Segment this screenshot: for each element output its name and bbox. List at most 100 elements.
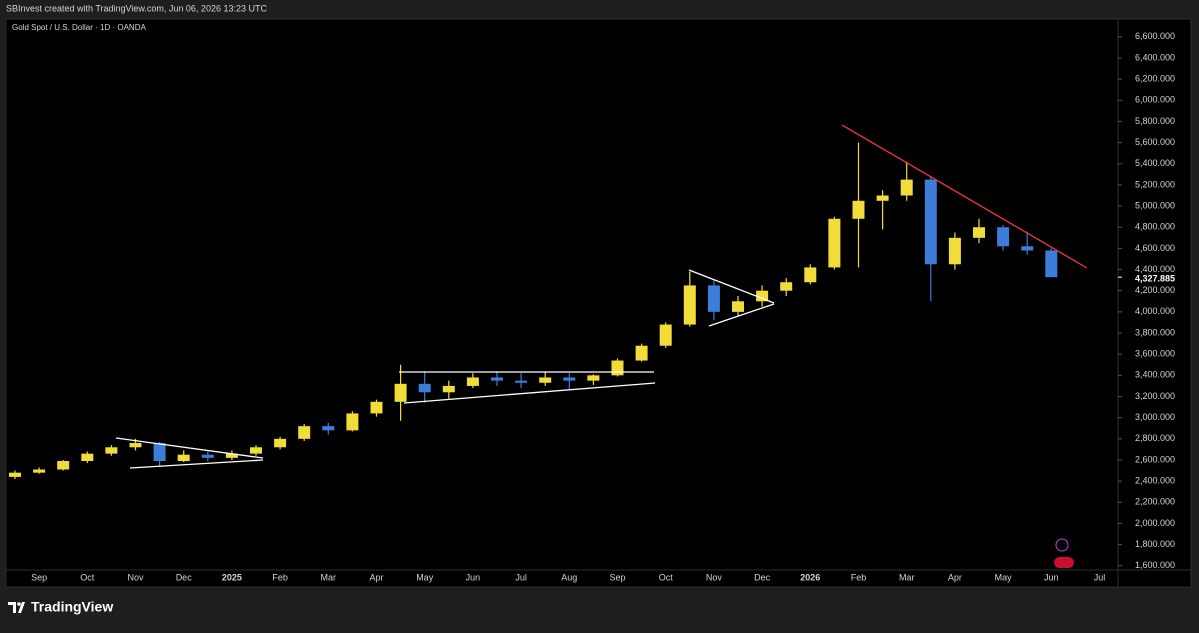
candle-body bbox=[129, 443, 142, 448]
candle-body bbox=[948, 237, 961, 265]
candle-body bbox=[659, 324, 672, 346]
x-tick-label: May bbox=[995, 572, 1013, 582]
candle-body bbox=[804, 267, 817, 283]
y-tick-label: 3,000.000 bbox=[1135, 412, 1175, 422]
x-tick-label: Jul bbox=[515, 572, 527, 582]
candle-body bbox=[225, 453, 238, 458]
plot: 1,600.000 1,800.000 2,000.000 2,200.000 2,40… bbox=[9, 31, 1175, 582]
x-tick-label: Nov bbox=[706, 572, 723, 582]
y-tick-label: 3,600.000 bbox=[1135, 349, 1175, 359]
candle-body bbox=[1045, 250, 1058, 278]
candle-body bbox=[852, 200, 865, 219]
trend-line bbox=[403, 382, 656, 404]
candle-body bbox=[274, 438, 287, 448]
y-tick-label: 3,800.000 bbox=[1135, 327, 1175, 337]
candle-body bbox=[515, 380, 528, 383]
y-tick-label: 4,200.000 bbox=[1135, 285, 1175, 295]
candle-body bbox=[900, 179, 913, 196]
candle-body bbox=[635, 345, 648, 361]
logo-dot bbox=[17, 602, 21, 606]
trend-line bbox=[129, 459, 264, 469]
y-tick-label: 1,800.000 bbox=[1135, 539, 1175, 549]
candle-body bbox=[973, 227, 985, 238]
y-tick-label: 5,200.000 bbox=[1135, 179, 1175, 189]
candle-body bbox=[611, 360, 624, 376]
candle-body bbox=[876, 195, 889, 201]
brand: TradingView bbox=[31, 599, 113, 615]
y-tick-label: 1,600.000 bbox=[1135, 560, 1175, 570]
y-tick-label: 2,000.000 bbox=[1135, 518, 1175, 528]
candle-body bbox=[491, 377, 503, 381]
trend-line bbox=[115, 437, 264, 459]
x-tick-label: Jun bbox=[1044, 572, 1059, 582]
y-tick-label: 3,200.000 bbox=[1135, 391, 1175, 401]
candle-body bbox=[153, 443, 166, 462]
x-tick-label: Sep bbox=[609, 572, 625, 582]
y-tick-label: 5,800.000 bbox=[1135, 116, 1175, 126]
flag-icon[interactable] bbox=[1054, 557, 1074, 568]
candle-body bbox=[33, 469, 46, 473]
y-tick-label: 4,000.000 bbox=[1135, 306, 1175, 316]
candle-body bbox=[683, 285, 696, 325]
y-tick-label: 4,600.000 bbox=[1135, 243, 1175, 253]
candle-body bbox=[780, 282, 793, 291]
y-tick-label: 6,000.000 bbox=[1135, 95, 1175, 105]
x-tick-label: Dec bbox=[176, 572, 193, 582]
x-tick-label: 2026 bbox=[800, 572, 820, 582]
candle-body bbox=[370, 401, 383, 414]
candle-body bbox=[418, 383, 431, 393]
trend-line bbox=[708, 303, 775, 327]
x-tick-label: Oct bbox=[80, 572, 95, 582]
x-tick-label: Apr bbox=[948, 572, 962, 582]
y-tick-label: 5,400.000 bbox=[1135, 158, 1175, 168]
y-tick-label: 5,600.000 bbox=[1135, 137, 1175, 147]
x-tick-label: Apr bbox=[369, 572, 383, 582]
candle-body bbox=[322, 426, 335, 431]
x-tick-label: Oct bbox=[659, 572, 674, 582]
candle-body bbox=[81, 453, 94, 462]
candle-body bbox=[346, 413, 359, 431]
candle-body bbox=[1021, 246, 1034, 251]
y-tick-label: 2,600.000 bbox=[1135, 454, 1175, 464]
chart-panel bbox=[5, 18, 1192, 588]
candle-body bbox=[756, 290, 769, 302]
candle-body bbox=[177, 454, 190, 462]
candle-body bbox=[732, 301, 744, 312]
logo-mark bbox=[8, 602, 25, 613]
y-tick-label: 4,400.000 bbox=[1135, 264, 1175, 274]
y-tick-label: 2,200.000 bbox=[1135, 497, 1175, 507]
x-tick-label: Aug bbox=[561, 572, 577, 582]
candle-body bbox=[924, 179, 937, 265]
y-tick-label: 6,200.000 bbox=[1135, 74, 1175, 84]
candle-body bbox=[9, 472, 21, 477]
y-tick-label: 6,600.000 bbox=[1135, 31, 1175, 41]
last-price-label: 4,327.885 bbox=[1135, 274, 1175, 284]
candle-body bbox=[539, 377, 552, 383]
candle-body bbox=[587, 375, 600, 381]
trend-line bbox=[688, 269, 775, 304]
event-icon[interactable] bbox=[1055, 538, 1069, 552]
candle-body bbox=[201, 454, 214, 458]
y-tick-label: 6,400.000 bbox=[1135, 52, 1175, 62]
candle-body bbox=[707, 285, 720, 312]
y-tick-label: 5,000.000 bbox=[1135, 200, 1175, 210]
candle-body bbox=[394, 383, 407, 402]
x-tick-label: Jul bbox=[1094, 572, 1106, 582]
candle-body bbox=[298, 426, 311, 439]
x-tick-label: Sep bbox=[31, 572, 47, 582]
logo bbox=[8, 602, 25, 613]
x-tick-label: 2025 bbox=[222, 572, 242, 582]
candle-body bbox=[57, 461, 70, 470]
chart-title: Gold Spot / U.S. Dollar · 1D · OANDA bbox=[12, 23, 146, 32]
y-tick-label: 3,400.000 bbox=[1135, 370, 1175, 380]
x-tick-label: Mar bbox=[321, 572, 337, 582]
y-tick-label: 2,800.000 bbox=[1135, 433, 1175, 443]
candle-body bbox=[442, 385, 455, 393]
candle-body bbox=[828, 218, 841, 268]
x-tick-label: Mar bbox=[899, 572, 915, 582]
x-tick-label: Feb bbox=[272, 572, 288, 582]
x-tick-label: Jun bbox=[466, 572, 481, 582]
candle-body bbox=[466, 377, 479, 386]
candle-body bbox=[997, 227, 1010, 247]
